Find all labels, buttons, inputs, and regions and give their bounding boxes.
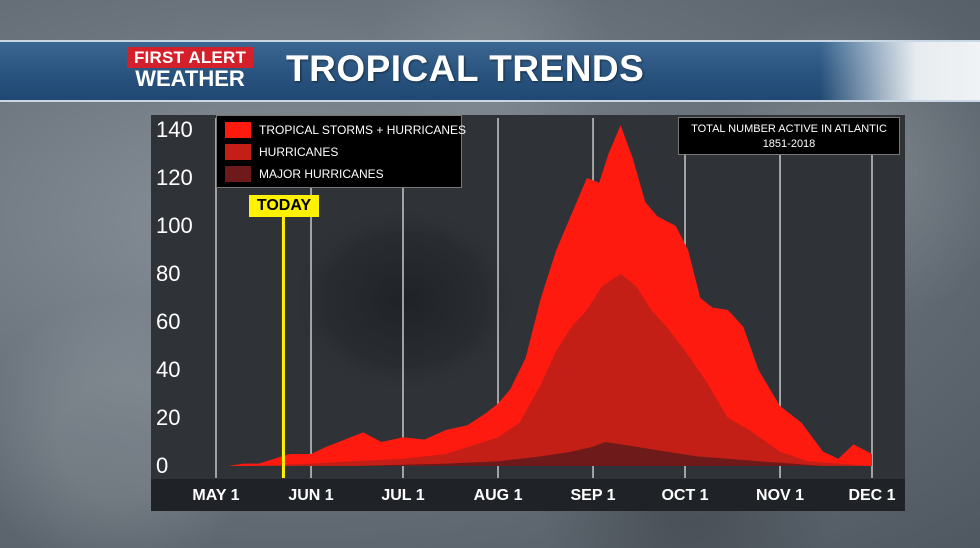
x-tick-label: OCT 1 bbox=[661, 487, 709, 504]
y-tick-label: 140 bbox=[156, 117, 193, 142]
y-tick-label: 20 bbox=[156, 405, 181, 430]
x-tick-label: MAY 1 bbox=[192, 487, 240, 504]
legend-item-major: MAJOR HURRICANES bbox=[225, 165, 384, 183]
banner-fade bbox=[820, 42, 980, 100]
legend-label-hurricanes: HURRICANES bbox=[259, 145, 339, 159]
area-series-major bbox=[274, 442, 872, 466]
hurricane-eye-background bbox=[290, 205, 520, 395]
legend-label-major: MAJOR HURRICANES bbox=[259, 167, 384, 181]
legend-item-hurricanes: HURRICANES bbox=[225, 143, 338, 161]
x-tick-label: JUL 1 bbox=[381, 487, 425, 504]
legend-swatch-storms bbox=[225, 122, 251, 138]
x-axis-bar bbox=[151, 479, 905, 511]
logo-weather: WEATHER bbox=[135, 66, 245, 91]
chart-legend: TROPICAL STORMS + HURRICANES HURRICANES … bbox=[216, 115, 466, 188]
x-tick-label: SEP 1 bbox=[570, 487, 616, 504]
y-tick-label: 100 bbox=[156, 213, 193, 238]
x-tick-label: JUN 1 bbox=[288, 487, 334, 504]
area-series-hurricanes bbox=[243, 274, 872, 466]
x-tick-label: AUG 1 bbox=[473, 487, 523, 504]
chart-note: TOTAL NUMBER ACTIVE IN ATLANTIC 1851-201… bbox=[678, 117, 900, 155]
legend-swatch-hurricanes bbox=[225, 144, 251, 160]
area-series-storms bbox=[228, 125, 872, 466]
y-tick-label: 80 bbox=[156, 261, 181, 286]
note-line1: TOTAL NUMBER ACTIVE IN ATLANTIC bbox=[691, 123, 887, 135]
legend-swatch-major bbox=[225, 166, 251, 182]
y-tick-label: 0 bbox=[156, 453, 169, 478]
x-tick-label: DEC 1 bbox=[848, 487, 896, 504]
y-tick-label: 40 bbox=[156, 357, 181, 382]
legend-label-storms: TROPICAL STORMS + HURRICANES bbox=[259, 123, 467, 137]
note-line2: 1851-2018 bbox=[762, 138, 816, 150]
page-title: TROPICAL TRENDS bbox=[286, 48, 645, 89]
y-tick-label: 120 bbox=[156, 165, 193, 190]
y-tick-label: 60 bbox=[156, 309, 181, 334]
today-label: TODAY bbox=[249, 195, 319, 217]
logo-first-alert: FIRST ALERT bbox=[127, 47, 253, 68]
legend-item-storms: TROPICAL STORMS + HURRICANES bbox=[225, 121, 466, 139]
x-tick-label: NOV 1 bbox=[756, 487, 805, 504]
